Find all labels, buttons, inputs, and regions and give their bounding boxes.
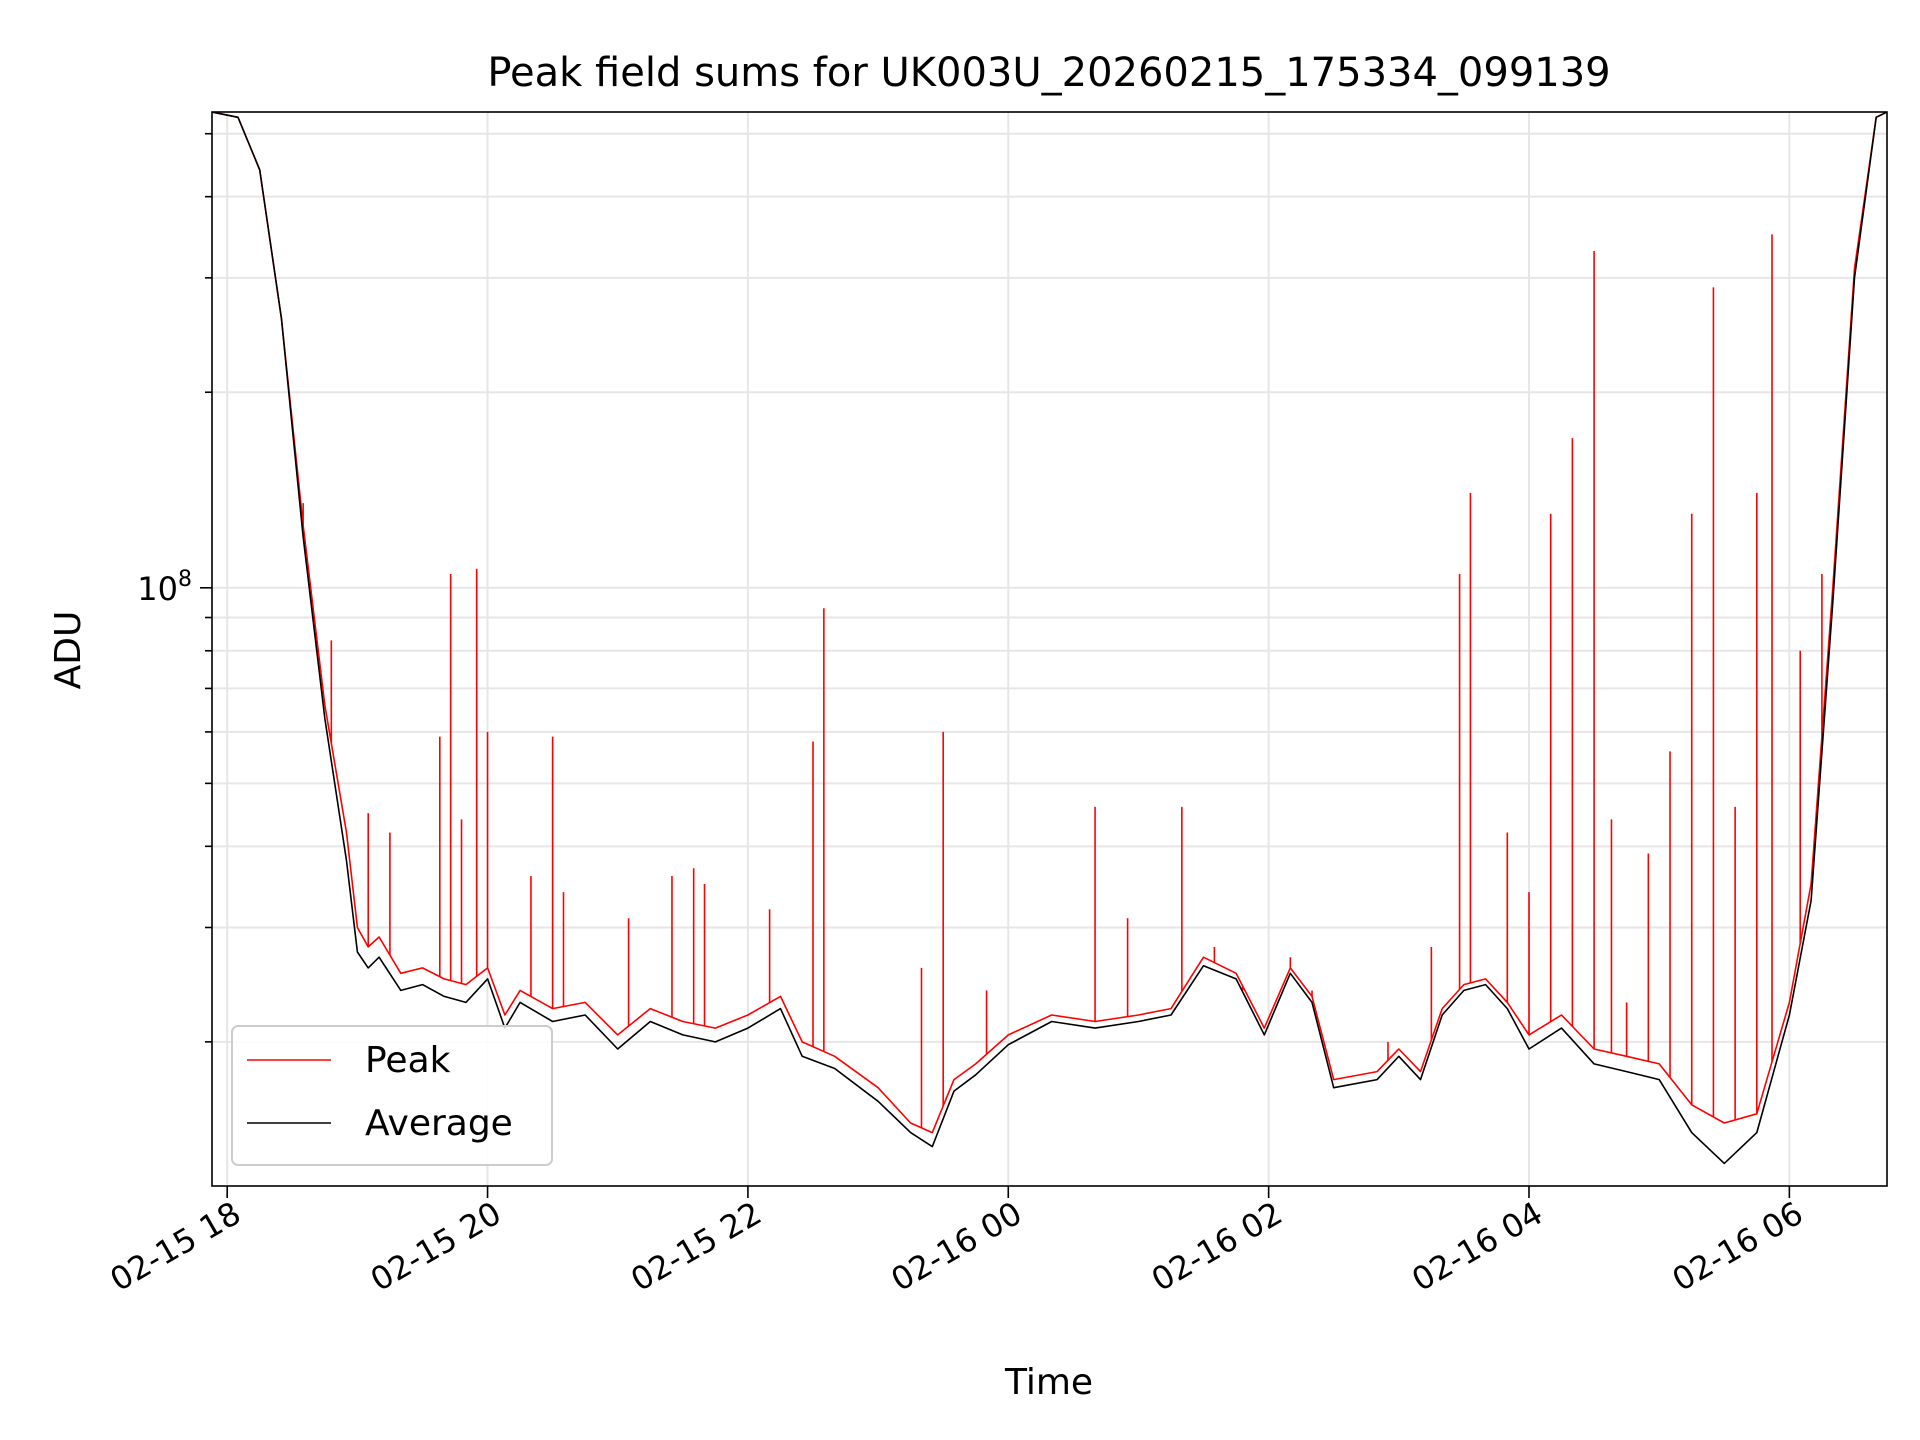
- plot-frame: [211, 111, 1888, 1187]
- y-tick-base: 10: [137, 570, 178, 608]
- peak-series-line: [212, 112, 1887, 1134]
- legend-average-label: Average: [365, 1103, 513, 1144]
- y-axis-ticks: 108: [137, 132, 212, 1043]
- legend: Peak Average: [231, 1025, 553, 1166]
- average-series-line: [212, 112, 1887, 1165]
- legend-peak-label: Peak: [365, 1040, 451, 1081]
- y-axis-label: ADU: [48, 611, 89, 690]
- x-axis-label: Time: [1004, 1362, 1093, 1403]
- series-layer: [212, 112, 1887, 1165]
- y-tick-label: 108: [137, 567, 192, 608]
- y-tick-exponent: 8: [178, 567, 192, 592]
- chart-title: Peak field sums for UK003U_20260215_1753…: [487, 50, 1610, 96]
- plot-area: [212, 112, 1887, 1165]
